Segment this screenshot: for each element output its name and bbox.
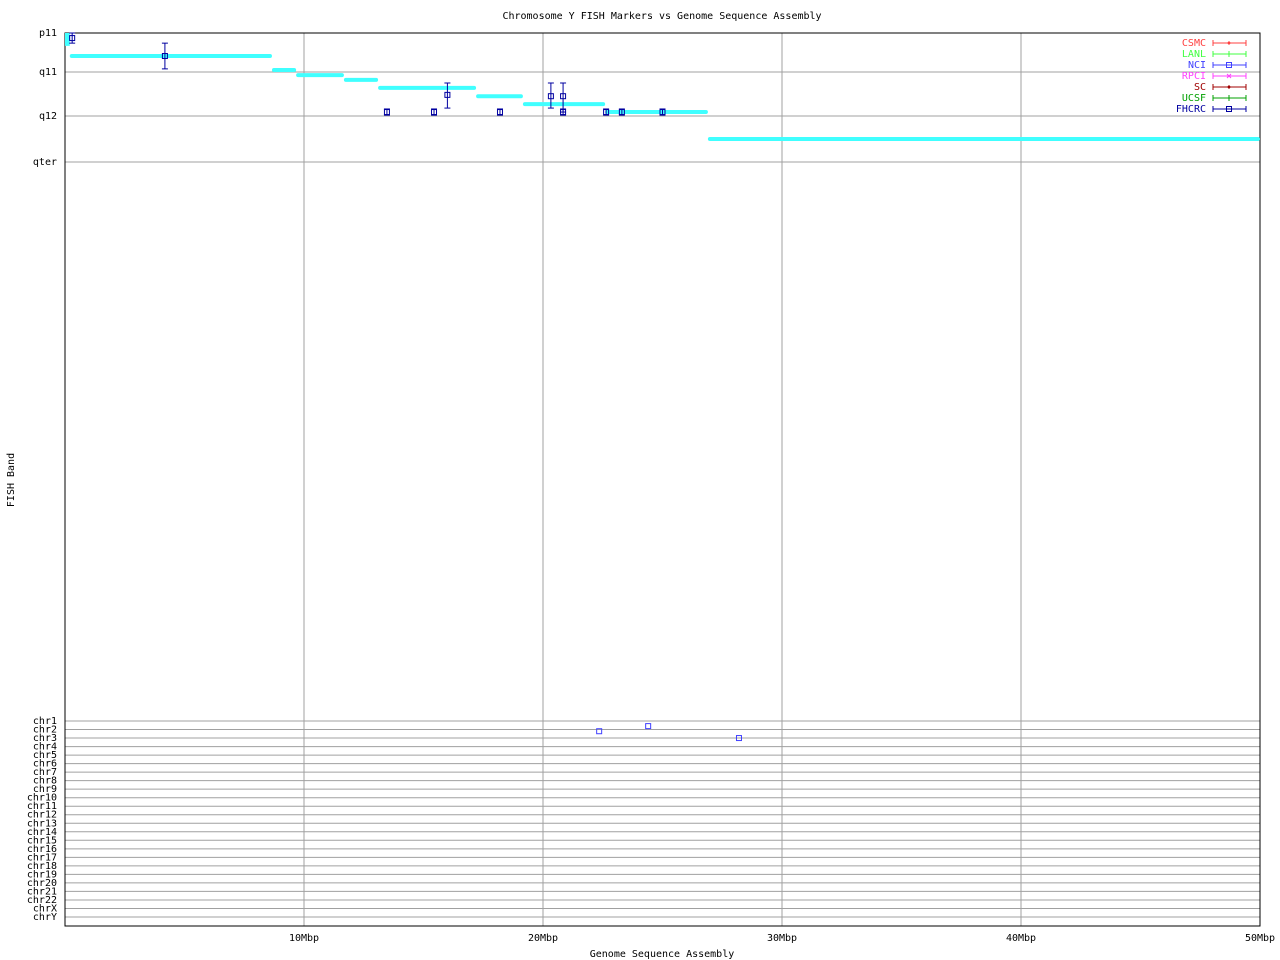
legend-label: LANL bbox=[1182, 49, 1206, 60]
chrom-tick-label: chr6 bbox=[33, 759, 57, 770]
band-segments bbox=[65, 33, 1260, 141]
x-tick-label: 10Mbp bbox=[289, 933, 319, 944]
marker-point-fhcrc bbox=[560, 93, 567, 100]
chrom-tick-label: chr3 bbox=[33, 733, 57, 744]
marker-point-fhcrc bbox=[618, 109, 625, 116]
markers bbox=[69, 32, 742, 742]
legend-label: SC bbox=[1194, 82, 1206, 93]
legend-marker-diamond-icon bbox=[1227, 85, 1231, 89]
chrom-tick-label: chr5 bbox=[33, 750, 57, 761]
band-segment bbox=[271, 68, 297, 73]
chrom-tick-label: chr16 bbox=[27, 844, 57, 855]
chrom-tick-label: chrX bbox=[33, 903, 57, 914]
chrom-tick-label: chr14 bbox=[27, 827, 57, 838]
chrom-tick-label: chr1 bbox=[33, 716, 57, 727]
chrom-tick-label: chr2 bbox=[33, 725, 57, 736]
grid bbox=[65, 32, 1261, 926]
marker-point-fhcrc bbox=[69, 35, 76, 42]
legend-label: CSMC bbox=[1182, 38, 1206, 49]
marker-point-fhcrc bbox=[383, 109, 390, 116]
x-axis-label: Genome Sequence Assembly bbox=[590, 949, 735, 960]
chrom-tick-label: chr10 bbox=[27, 793, 57, 804]
legend-marker-square-icon bbox=[1226, 106, 1232, 112]
legend-label: FHCRC bbox=[1176, 104, 1206, 115]
legend-label: RPCI bbox=[1182, 71, 1206, 82]
chrom-tick-label: chr19 bbox=[27, 869, 57, 880]
marker-point-fhcrc bbox=[603, 109, 610, 116]
legend-label: UCSF bbox=[1182, 93, 1206, 104]
chrom-tick-label: chr11 bbox=[27, 801, 57, 812]
marker-point-fhcrc bbox=[431, 109, 438, 116]
band-tick-label: q12 bbox=[39, 111, 57, 122]
marker-point-fhcrc bbox=[444, 91, 451, 98]
band-segment bbox=[476, 94, 523, 99]
band-segment bbox=[707, 137, 1260, 141]
band-segment bbox=[69, 54, 272, 59]
chrom-tick-label: chr8 bbox=[33, 776, 57, 787]
chrom-tick-label: chr13 bbox=[27, 818, 57, 829]
band-tick-label: p11 bbox=[39, 28, 57, 39]
band-segment bbox=[522, 102, 606, 107]
x-tick-label: 20Mbp bbox=[528, 933, 558, 944]
band-segment bbox=[296, 73, 344, 78]
legend-marker-square-icon bbox=[1226, 62, 1232, 68]
x-tick-label: 30Mbp bbox=[767, 933, 797, 944]
marker-point-fhcrc bbox=[496, 109, 503, 116]
chrom-tick-label: chr4 bbox=[33, 742, 57, 753]
chrom-tick-label: chr18 bbox=[27, 861, 57, 872]
x-tick-label: 50Mbp bbox=[1245, 933, 1275, 944]
band-tick-label: qter bbox=[33, 157, 57, 168]
chrom-tick-label: chr20 bbox=[27, 878, 57, 889]
chrom-tick-label: chr21 bbox=[27, 886, 57, 897]
marker-point-fhcrc bbox=[547, 93, 554, 100]
tick-labels: 10Mbp 20Mbp 30Mbp 40Mbp 50Mbp p11 q11 q12 qter ch… bbox=[27, 28, 1275, 944]
band-segment bbox=[378, 85, 477, 90]
band-tick-label: q11 bbox=[39, 67, 57, 78]
marker-point-nci bbox=[596, 728, 603, 735]
plot-frame bbox=[64, 32, 1261, 927]
y-axis-label: FISH Band bbox=[6, 453, 17, 507]
chrom-tick-label: chr15 bbox=[27, 835, 57, 846]
marker-point-fhcrc bbox=[161, 53, 168, 60]
chart-title: Chromosome Y FISH Markers vs Genome Sequ… bbox=[502, 11, 821, 22]
plot-border bbox=[64, 32, 1261, 927]
legend-marker-diamond-icon bbox=[1227, 41, 1231, 45]
band-segment bbox=[605, 110, 708, 115]
band-segment bbox=[65, 33, 70, 46]
chrom-tick-label: chr7 bbox=[33, 767, 57, 778]
band-segment bbox=[343, 77, 379, 82]
legend-label: NCI bbox=[1188, 60, 1206, 71]
marker-point-nci bbox=[645, 723, 652, 730]
marker-point-nci bbox=[735, 735, 742, 742]
chrom-tick-label: chr22 bbox=[27, 895, 57, 906]
marker-point-fhcrc bbox=[659, 109, 666, 116]
chrom-tick-label: chr9 bbox=[33, 784, 57, 795]
chrom-tick-label: chr12 bbox=[27, 810, 57, 821]
marker-point-fhcrc bbox=[560, 109, 567, 116]
chrom-tick-label: chr17 bbox=[27, 852, 57, 863]
legend-marker-cross-icon bbox=[1226, 73, 1232, 79]
chrom-tick-label: chrY bbox=[33, 912, 57, 923]
x-tick-label: 40Mbp bbox=[1006, 933, 1036, 944]
